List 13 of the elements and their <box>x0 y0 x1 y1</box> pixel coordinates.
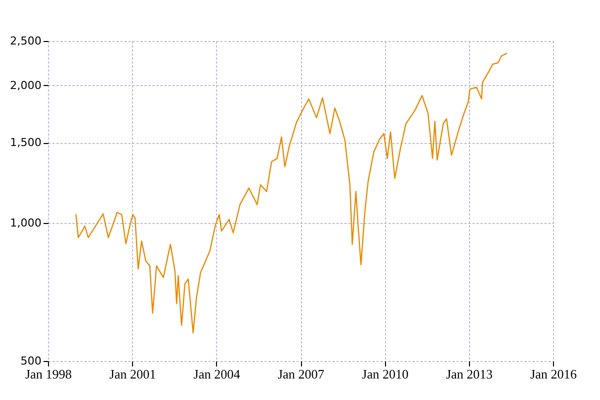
x-tick-label: Jan 2007 <box>278 366 325 382</box>
x-tick-label: Jan 2004 <box>194 366 241 382</box>
y-tick-label: 500 <box>20 354 42 368</box>
y-tick-label: 2,500 <box>10 34 42 48</box>
y-tick-label: 1,000 <box>10 216 42 230</box>
x-tick-label: Jan 1998 <box>25 366 72 382</box>
line-series <box>75 52 508 334</box>
y-tick-label: 1,500 <box>10 136 42 150</box>
x-tick-label: Jan 2013 <box>446 366 493 382</box>
x-tick-label: Jan 2016 <box>530 366 578 382</box>
x-tick-label: Jan 2010 <box>362 366 408 382</box>
y-tick-label: 2,000 <box>10 78 42 92</box>
x-tick-label: Jan 2001 <box>109 366 156 382</box>
